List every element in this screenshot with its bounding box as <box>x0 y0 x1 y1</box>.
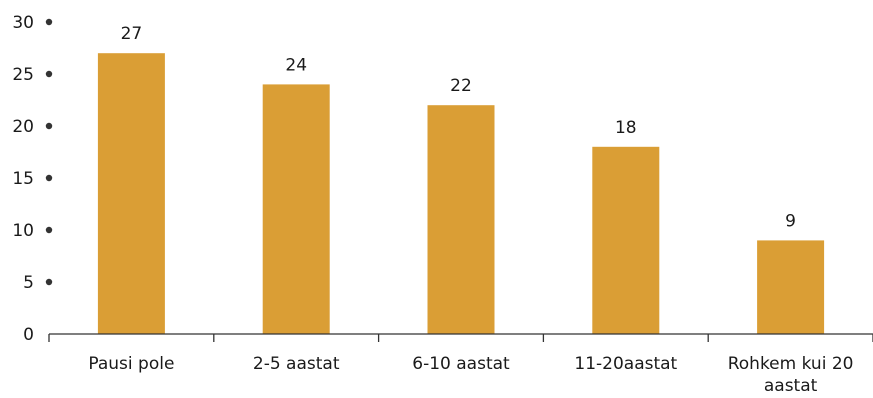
data-label: 18 <box>615 118 637 138</box>
data-label: 24 <box>285 55 307 75</box>
x-category-label-line: Pausi pole <box>88 354 174 374</box>
y-tick-marker <box>45 278 53 286</box>
x-category-label: 2-5 aastat <box>253 354 340 374</box>
data-label: 27 <box>121 24 143 44</box>
bar <box>757 240 825 334</box>
bar <box>592 146 660 334</box>
y-tick-label: 30 <box>12 13 34 33</box>
x-category-label-line: 2-5 aastat <box>253 354 340 374</box>
data-label: 9 <box>785 211 796 231</box>
bar <box>262 84 330 335</box>
y-axis: 0 5 10 15 20 25 30 <box>12 13 53 345</box>
bars: 27 24 22 18 9 <box>97 24 825 335</box>
data-label: 22 <box>450 76 472 96</box>
y-tick-marker <box>45 226 53 234</box>
x-category-label-line: Rohkem kui 20 <box>728 354 854 374</box>
x-category-label: Pausi pole <box>88 354 174 374</box>
y-tick-marker <box>45 70 53 78</box>
x-category-label-line: 11-20aastat <box>574 354 677 374</box>
x-category-label-line: aastat <box>764 376 818 396</box>
y-tick-marker <box>45 18 53 26</box>
y-tick-label: 25 <box>12 65 34 85</box>
y-tick-label: 0 <box>23 325 34 345</box>
y-tick-label: 20 <box>12 117 34 137</box>
bar <box>427 105 495 334</box>
x-category-label: 11-20aastat <box>574 354 677 374</box>
y-tick-label: 10 <box>12 221 34 241</box>
x-category-label: Rohkem kui 20 aastat <box>728 354 854 396</box>
y-tick-marker <box>45 122 53 130</box>
x-category-label: 6-10 aastat <box>412 354 510 374</box>
y-tick-marker <box>45 174 53 182</box>
bar <box>97 53 165 334</box>
y-tick-label: 15 <box>12 169 34 189</box>
x-category-label-line: 6-10 aastat <box>412 354 510 374</box>
y-tick-label: 5 <box>23 273 34 293</box>
x-axis: Pausi pole 2-5 aastat 6-10 aastat 11-20aast… <box>48 333 873 396</box>
